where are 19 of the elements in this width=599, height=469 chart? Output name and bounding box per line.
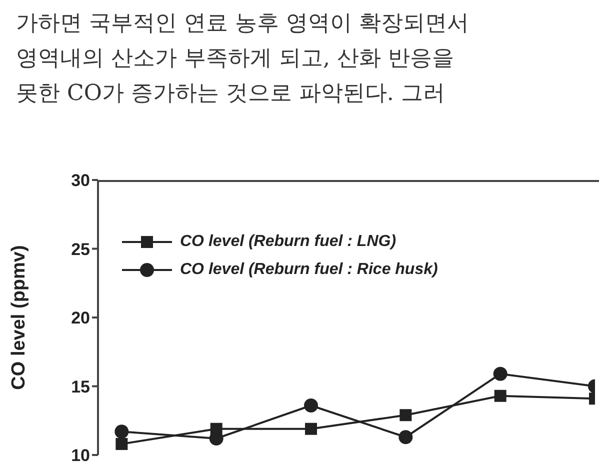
y-tick-label: 25 [71,240,90,259]
y-tick-label: 20 [71,308,90,328]
point [116,438,128,450]
point [494,390,506,402]
y-tick-label: 15 [71,377,90,396]
point [493,366,508,381]
point [398,430,413,444]
point [400,409,412,422]
y-axis-title: CO level (ppmv) [8,245,30,390]
point [114,424,129,439]
y-tick-label: 30 [71,171,90,190]
y-tick-label: 10 [71,446,90,466]
point [305,422,317,435]
text: 가하면 국부적인 연료 농후 영역이 확장되면서 [16,10,469,38]
legend-label: CO level (Reburn fuel : Rice husk) [180,261,438,279]
legend-label: CO level (Reburn fuel : LNG) [180,233,396,251]
text: 못한 CO가 증가하는 것으로 파악된다. 그러 [16,80,446,108]
point [304,398,318,412]
text: 영역내의 산소가 부족하게 되고, 산화 반응을 [16,45,455,73]
